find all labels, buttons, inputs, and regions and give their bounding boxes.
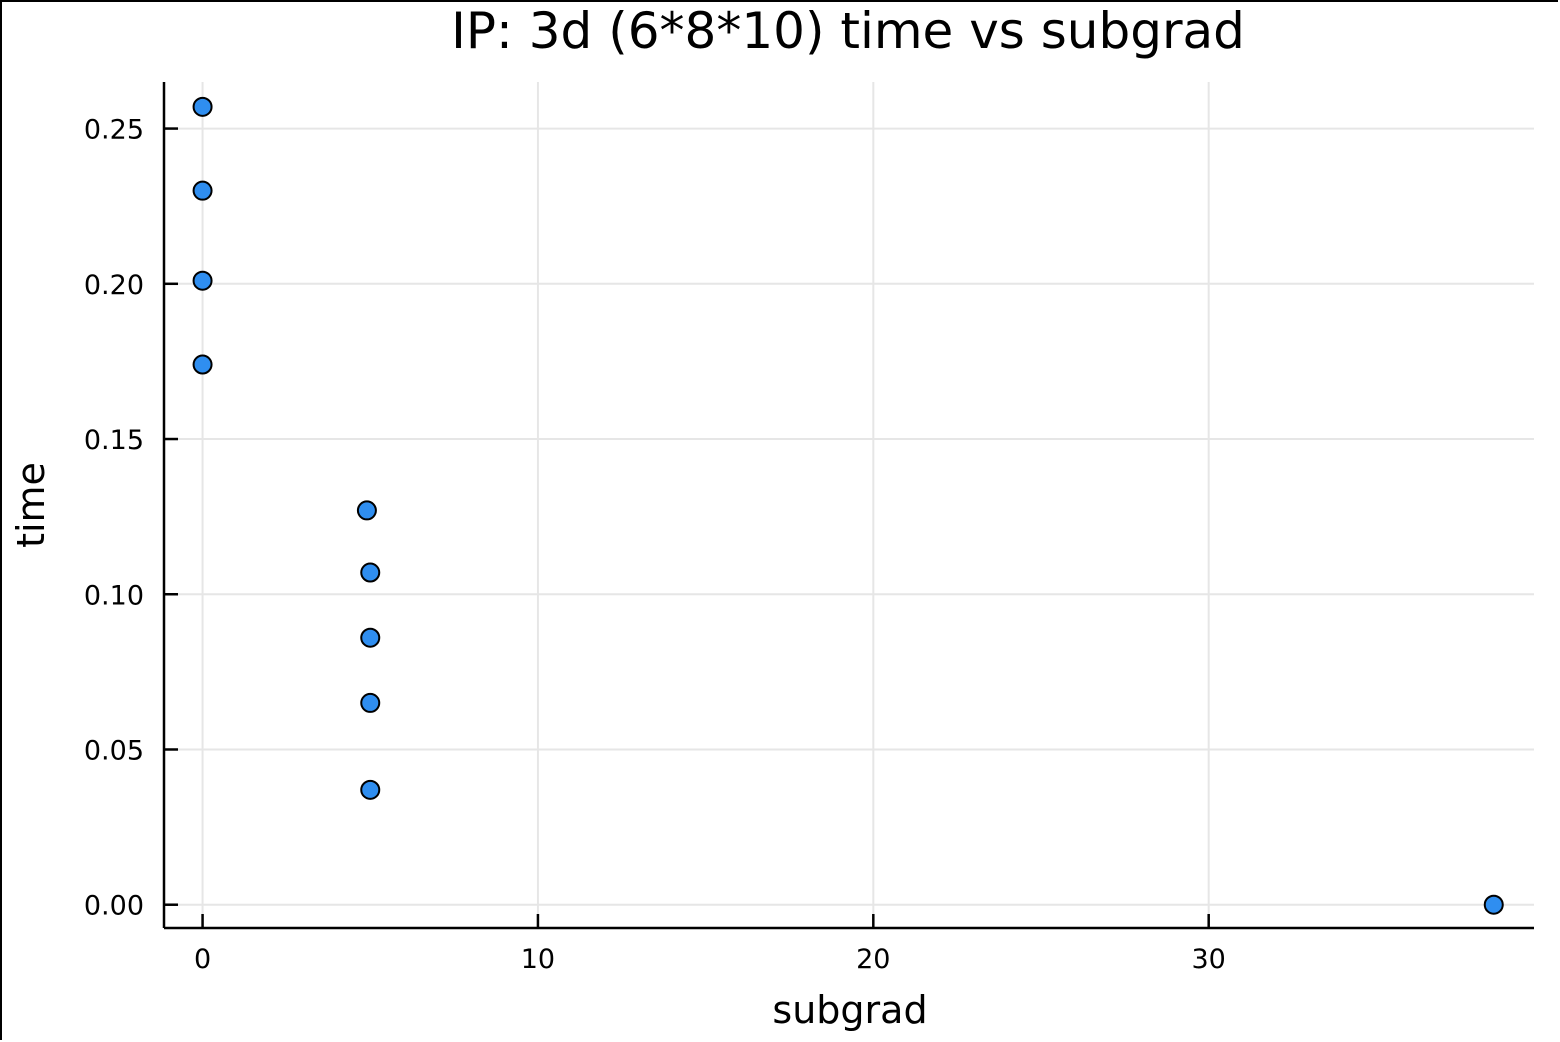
x-tick-label: 20 (856, 944, 890, 975)
x-tick-label: 30 (1192, 944, 1226, 975)
x-tick-label: 10 (521, 944, 555, 975)
data-point (360, 562, 381, 583)
axes (162, 82, 1534, 930)
data-point (360, 627, 381, 648)
data-point (192, 270, 213, 291)
x-tick-label: 0 (194, 944, 211, 975)
grid-lines (164, 82, 1534, 928)
y-tick-label: 0.20 (84, 270, 144, 301)
x-axis-label: subgrad (772, 988, 927, 1032)
data-point (356, 500, 377, 521)
y-tick-label: 0.25 (84, 115, 144, 146)
data-point (360, 692, 381, 713)
data-points (192, 96, 1504, 915)
chart-title: IP: 3d (6*8*10) time vs subgrad (451, 2, 1245, 60)
data-point (192, 180, 213, 201)
y-axis-label: time (9, 462, 53, 548)
y-tick-label: 0.10 (84, 580, 144, 611)
x-axis-ticks: 0 10 20 30 (194, 914, 1226, 975)
y-axis-ticks: 0.00 0.05 0.10 0.15 0.20 0.25 (84, 115, 178, 922)
data-point (192, 96, 213, 117)
data-point (1483, 894, 1504, 915)
y-tick-label: 0.05 (84, 735, 144, 766)
data-point (192, 354, 213, 375)
data-point (360, 779, 381, 800)
y-tick-label: 0.15 (84, 425, 144, 456)
y-tick-label: 0.00 (84, 891, 144, 922)
